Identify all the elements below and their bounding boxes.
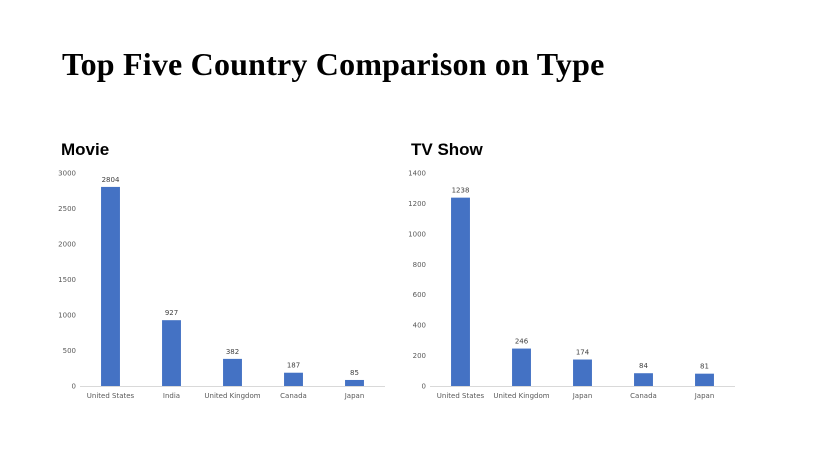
- movie-bar: [223, 358, 242, 386]
- tvshow-data-label: 174: [576, 349, 590, 357]
- movie-y-tick-label: 3000: [58, 170, 76, 178]
- movie-bar: [101, 186, 120, 386]
- movie-y-tick-label: 500: [63, 347, 76, 355]
- tvshow-chart-title: TV Show: [411, 140, 483, 159]
- movie-y-tick-label: 2500: [58, 205, 76, 213]
- tvshow-bar-chart: 0 200 400 600 800 1000 1200 1400 1238 United Stat…: [408, 170, 735, 400]
- movie-y-tick-label: 1000: [58, 312, 76, 320]
- movie-bar: [345, 379, 364, 386]
- movie-y-tick-label: 0: [72, 383, 76, 391]
- tvshow-y-tick-label: 1400: [408, 170, 426, 178]
- tvshow-data-label: 84: [639, 362, 648, 370]
- movie-chart-title: Movie: [61, 140, 110, 159]
- tvshow-y-tick-label: 200: [413, 352, 426, 360]
- page-title: Top Five Country Comparison on Type: [62, 46, 605, 82]
- tvshow-category-label: United States: [437, 392, 485, 400]
- tvshow-bar: [634, 373, 653, 386]
- tvshow-chart-panel: TV Show 0 200 400 600 800 1000 1200 1400 1238 Uni…: [408, 135, 750, 415]
- tvshow-category-label: United Kingdom: [493, 392, 549, 400]
- tvshow-y-tick-label: 0: [422, 383, 426, 391]
- movie-y-tick-label: 1500: [58, 276, 76, 284]
- tvshow-y-tick-label: 400: [413, 322, 426, 330]
- tvshow-category-label: Japan: [694, 392, 715, 400]
- movie-category-label: United States: [87, 392, 135, 400]
- tvshow-y-tick-label: 600: [413, 291, 426, 299]
- tvshow-data-label: 81: [700, 363, 709, 371]
- tvshow-category-label: Japan: [572, 392, 593, 400]
- movie-category-label: India: [163, 392, 180, 400]
- tvshow-category-label: Canada: [630, 392, 657, 400]
- movie-category-label: United Kingdom: [204, 392, 260, 400]
- movie-bar-chart: 0 500 1000 1500 2000 2500 3000 2804 United State…: [58, 170, 385, 400]
- movie-category-label: Canada: [280, 392, 307, 400]
- tvshow-y-tick-label: 800: [413, 261, 426, 269]
- movie-data-label: 187: [287, 362, 300, 370]
- movie-y-tick-label: 2000: [58, 241, 76, 249]
- tvshow-y-tick-label: 1200: [408, 200, 426, 208]
- movie-category-label: Japan: [344, 392, 365, 400]
- movie-data-label: 927: [165, 309, 178, 317]
- tvshow-bar: [512, 348, 531, 386]
- tvshow-bar: [451, 197, 470, 386]
- movie-data-label: 85: [350, 369, 359, 377]
- movie-data-label: 2804: [102, 176, 120, 184]
- movie-bar: [284, 372, 303, 386]
- tvshow-bar: [573, 359, 592, 386]
- movie-bar: [162, 320, 181, 386]
- tvshow-data-label: 1238: [452, 187, 470, 195]
- movie-chart-panel: Movie 0 500 1000 1500 2000 2500 3000 2804 United…: [58, 135, 400, 415]
- tvshow-y-tick-label: 1000: [408, 230, 426, 238]
- tvshow-data-label: 246: [515, 338, 529, 346]
- movie-data-label: 382: [226, 348, 239, 356]
- tvshow-bar: [695, 373, 714, 386]
